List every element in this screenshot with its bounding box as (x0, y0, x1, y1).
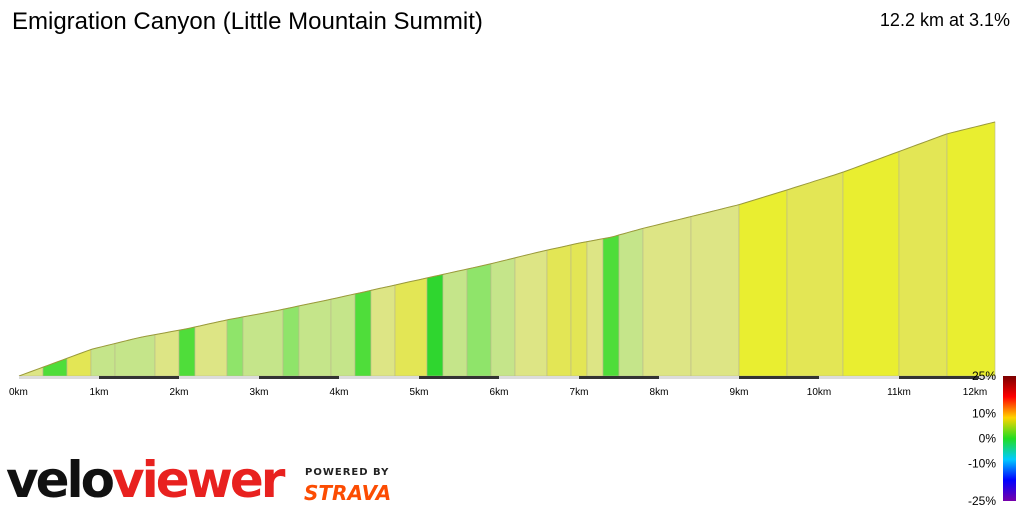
x-tick-label: 5km (410, 387, 429, 398)
axis-km-band-3 (259, 376, 339, 379)
x-tick-label: 4km (330, 387, 349, 398)
strava-logo[interactable]: STRAVA (304, 481, 392, 505)
grade-segment-11[interactable] (298, 298, 332, 377)
grade-segment-6[interactable] (178, 326, 196, 377)
grade-segment-12[interactable] (330, 293, 356, 377)
grade-segment-5[interactable] (154, 329, 180, 377)
axis-km-band-7 (579, 376, 659, 379)
grade-legend-label: 25% (972, 369, 996, 383)
logo-text-viewer: viewer (112, 451, 285, 509)
axis-km-band-9 (739, 376, 819, 379)
x-tick-label: 7km (570, 387, 589, 398)
veloviewer-logo[interactable]: veloviewer (6, 450, 285, 510)
x-tick-label: 10km (807, 387, 831, 398)
grade-segment-32[interactable] (946, 121, 996, 377)
grade-segment-28[interactable] (738, 189, 788, 377)
grade-legend-label: 10% (972, 407, 996, 421)
grade-legend-bar (1003, 376, 1016, 501)
grade-segment-8[interactable] (226, 316, 244, 377)
grade-segment-16[interactable] (426, 274, 444, 377)
grade-segment-17[interactable] (442, 268, 468, 377)
grade-legend-label: -25% (968, 494, 996, 508)
grade-segment-14[interactable] (370, 284, 396, 377)
x-tick-label: 6km (490, 387, 509, 398)
grade-segment-4[interactable] (114, 334, 156, 377)
grade-segment-31[interactable] (898, 133, 948, 377)
x-tick-label: 2km (170, 387, 189, 398)
grade-segment-29[interactable] (786, 171, 844, 377)
grade-segment-1[interactable] (42, 357, 68, 377)
grade-segment-23[interactable] (586, 238, 604, 377)
axis-baseline (19, 376, 995, 379)
grade-segment-21[interactable] (546, 244, 572, 377)
grade-segment-7[interactable] (194, 319, 228, 377)
grade-segment-30[interactable] (842, 151, 900, 377)
grade-segment-27[interactable] (690, 204, 740, 377)
x-tick-label: 12km (963, 387, 987, 398)
logo-text-velo: velo (6, 451, 115, 509)
profile-outline (18, 121, 996, 377)
x-tick-label: 8km (650, 387, 669, 398)
grade-segment-13[interactable] (354, 289, 372, 377)
grade-segment-26[interactable] (642, 216, 692, 377)
grade-segments (18, 121, 996, 377)
powered-by-label: POWERED BY (305, 467, 390, 478)
grade-segment-20[interactable] (514, 249, 548, 377)
x-tick-label: 9km (730, 387, 749, 398)
climb-summary: 12.2 km at 3.1% (879, 10, 1010, 30)
grade-legend-label: -10% (968, 457, 996, 471)
grade-segment-15[interactable] (394, 277, 428, 377)
x-axis: 0km 1km 2km 3km 4km 5km 6km 7km 8km 9km 10km 11km 12… (9, 376, 995, 398)
x-tick-label: 11km (887, 387, 911, 398)
axis-km-band-5 (419, 376, 499, 379)
grade-segment-19[interactable] (490, 257, 516, 377)
grade-segment-9[interactable] (242, 308, 284, 377)
grade-segment-25[interactable] (618, 227, 644, 377)
x-tick-label: 0km (9, 387, 28, 398)
x-tick-label: 1km (90, 387, 109, 398)
grade-segment-18[interactable] (466, 263, 492, 377)
grade-segment-24[interactable] (602, 234, 620, 377)
axis-km-band-11 (899, 376, 979, 379)
grade-segment-22[interactable] (570, 241, 588, 377)
x-tick-label: 3km (250, 387, 269, 398)
grade-segment-10[interactable] (282, 305, 300, 377)
axis-km-band-1 (99, 376, 179, 379)
page-title: Emigration Canyon (Little Mountain Summi… (12, 8, 483, 35)
grade-legend-label: 0% (979, 432, 997, 446)
grade-legend: 25% 10% 0% -10% -25% (968, 369, 1016, 508)
